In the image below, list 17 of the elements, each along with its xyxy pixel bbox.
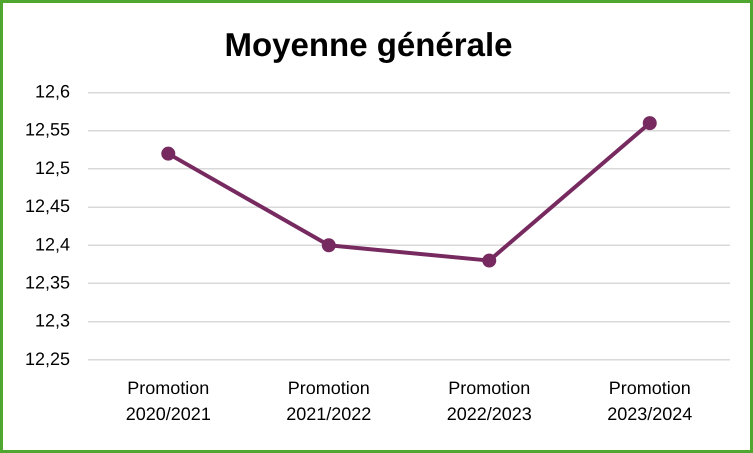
- y-tick-label: 12,5: [34, 158, 70, 178]
- y-tick-label: 12,4: [34, 234, 70, 254]
- y-tick-label: 12,6: [34, 82, 70, 102]
- x-tick-label: Promotion 2020/2021: [126, 378, 211, 424]
- chart-title: Moyenne générale: [224, 26, 512, 63]
- y-tick-label: 12,55: [24, 120, 70, 140]
- y-tick-label: 12,25: [24, 348, 70, 369]
- point: [322, 238, 336, 252]
- x-tick-label: Promotion 2022/2023: [446, 378, 532, 424]
- point: [161, 146, 176, 161]
- y-tick-label: 12,3: [34, 310, 70, 331]
- y-tick-label: 12,35: [24, 272, 70, 292]
- point: [642, 116, 657, 130]
- point: [482, 254, 496, 268]
- x-tick-label: Promotion 2021/2022: [286, 378, 372, 424]
- x-tick-label: Promotion 2023/2024: [607, 378, 692, 424]
- y-tick-label: 12,45: [24, 196, 70, 216]
